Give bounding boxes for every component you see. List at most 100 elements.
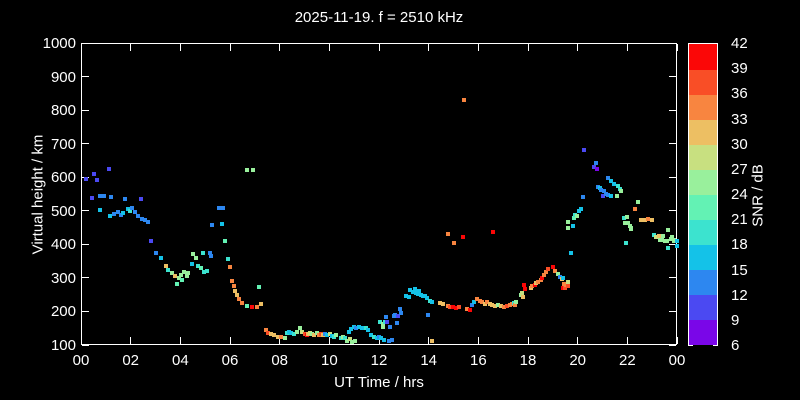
data-point xyxy=(372,334,377,339)
data-point xyxy=(146,220,151,225)
y-tick-label: 1000 xyxy=(42,35,76,52)
data-point xyxy=(286,329,291,334)
data-point xyxy=(127,208,132,213)
data-point xyxy=(621,215,626,220)
data-point xyxy=(501,304,506,309)
data-point xyxy=(520,291,525,296)
data-point xyxy=(181,269,186,274)
data-point xyxy=(380,322,385,327)
data-point xyxy=(542,272,547,277)
x-axis-title: UT Time / hrs xyxy=(334,374,424,391)
data-point xyxy=(232,283,237,288)
data-point xyxy=(340,334,345,339)
data-point xyxy=(237,297,242,302)
data-point xyxy=(558,274,563,279)
data-point xyxy=(347,337,352,342)
data-point xyxy=(139,216,144,221)
data-point xyxy=(272,333,277,338)
data-point xyxy=(164,263,169,268)
data-point xyxy=(383,315,388,320)
data-point xyxy=(674,239,679,244)
data-point xyxy=(297,326,302,331)
data-point xyxy=(350,339,355,344)
data-point xyxy=(338,335,343,340)
data-point xyxy=(138,197,143,202)
data-point xyxy=(209,254,214,259)
data-point xyxy=(415,291,420,296)
x-tick-label: 14 xyxy=(420,352,437,369)
data-point xyxy=(625,220,630,225)
data-point xyxy=(470,302,475,307)
data-point xyxy=(664,239,669,244)
data-point xyxy=(591,164,596,169)
data-point xyxy=(563,285,568,290)
data-point xyxy=(295,330,300,335)
colorbar-tick-label: 24 xyxy=(731,186,748,203)
data-point xyxy=(196,264,201,269)
y-tick-label: 300 xyxy=(50,269,76,287)
data-point xyxy=(408,288,413,293)
data-point xyxy=(623,220,628,225)
data-point xyxy=(343,336,348,341)
data-point xyxy=(654,234,659,239)
data-point xyxy=(536,279,541,284)
data-point xyxy=(349,326,354,331)
data-point xyxy=(454,306,459,311)
data-point xyxy=(522,282,527,287)
data-point xyxy=(507,302,512,307)
data-point xyxy=(299,329,304,334)
data-point xyxy=(396,314,401,319)
colorbar-tick-label: 18 xyxy=(731,236,748,254)
data-point xyxy=(149,238,154,243)
data-point xyxy=(595,166,600,171)
data-point xyxy=(366,327,371,332)
data-point xyxy=(398,306,403,311)
y-tick-label: 200 xyxy=(50,303,76,321)
y-tick-label: 100 xyxy=(50,337,76,354)
colorbar-tick-label: 33 xyxy=(731,110,748,128)
data-point xyxy=(334,332,339,337)
data-point xyxy=(98,193,103,198)
y-tick-label: 500 xyxy=(50,202,76,220)
data-point xyxy=(84,176,89,181)
data-point xyxy=(490,302,495,307)
data-point xyxy=(490,230,495,235)
data-point xyxy=(352,324,357,329)
data-point xyxy=(174,281,179,286)
data-point xyxy=(118,212,123,217)
data-point xyxy=(95,177,100,182)
data-point xyxy=(122,197,127,202)
data-point xyxy=(493,303,498,308)
data-point xyxy=(410,289,415,294)
data-point xyxy=(562,282,567,287)
data-point xyxy=(387,338,392,343)
data-point xyxy=(143,218,148,223)
colorbar-tick-label: 27 xyxy=(731,160,748,178)
data-point xyxy=(225,257,230,262)
data-point xyxy=(378,319,383,324)
data-point xyxy=(374,335,379,340)
data-point xyxy=(235,293,240,297)
data-point xyxy=(276,334,281,339)
data-point xyxy=(398,311,403,316)
data-point xyxy=(560,276,565,281)
data-point xyxy=(642,218,647,223)
data-point xyxy=(448,305,453,310)
data-point xyxy=(97,208,102,213)
colorbar-tick-label: 12 xyxy=(731,286,748,304)
data-point xyxy=(394,320,399,325)
data-point xyxy=(617,186,622,191)
x-tick-label: 00 xyxy=(72,352,90,369)
data-point xyxy=(582,148,587,153)
data-point xyxy=(102,194,107,198)
data-point xyxy=(462,98,467,103)
data-point xyxy=(332,334,337,339)
data-point xyxy=(244,303,249,308)
colorbar-tick-label: 9 xyxy=(731,311,740,329)
data-point xyxy=(477,298,482,303)
data-point xyxy=(153,251,158,256)
data-point xyxy=(217,206,222,211)
data-point xyxy=(440,302,445,307)
data-point xyxy=(472,300,477,305)
data-point xyxy=(115,210,120,215)
